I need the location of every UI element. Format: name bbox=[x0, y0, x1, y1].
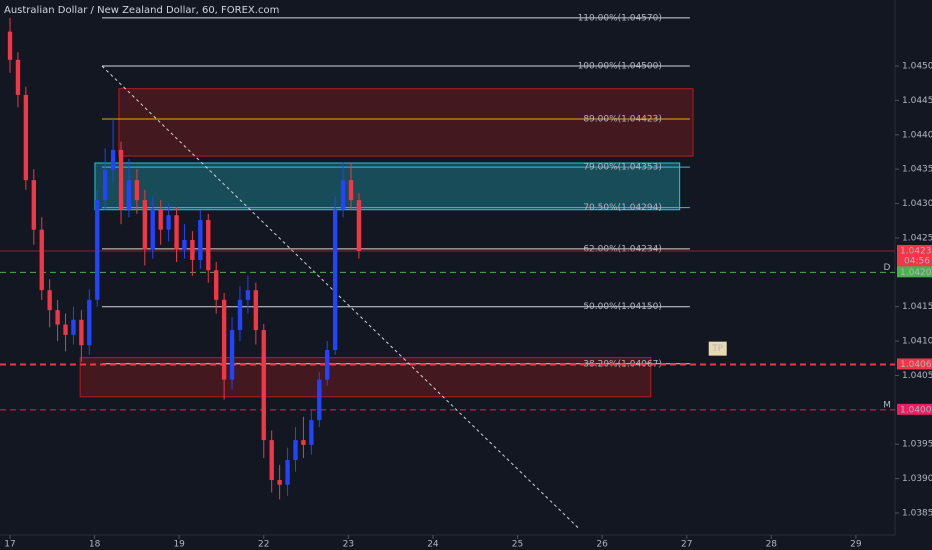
candle-body bbox=[325, 350, 330, 380]
fib-label: 100.00%(1.04500) bbox=[578, 62, 662, 72]
y-tick-label: 1.04400 bbox=[902, 130, 932, 140]
price-line-tag: D bbox=[884, 263, 891, 273]
candle-body bbox=[214, 270, 219, 300]
x-tick-label: 26 bbox=[596, 540, 608, 550]
candle-body bbox=[110, 149, 116, 170]
candle-body bbox=[87, 299, 92, 346]
candle-body bbox=[63, 324, 68, 335]
y-tick-label: 1.04100 bbox=[902, 337, 932, 347]
fib-label: 62.00%(1.04234) bbox=[583, 244, 662, 254]
candle-body bbox=[31, 180, 36, 230]
y-tick-label: 1.04050 bbox=[902, 371, 932, 381]
y-tick-label: 1.04250 bbox=[902, 233, 932, 243]
candle-body bbox=[15, 59, 21, 95]
candle-body bbox=[95, 200, 100, 300]
x-tick-label: 17 bbox=[4, 540, 15, 550]
candle-body bbox=[55, 310, 60, 325]
candle-body bbox=[237, 299, 243, 331]
price-label-box bbox=[897, 244, 932, 267]
candle-body bbox=[317, 379, 322, 421]
candle-body bbox=[198, 220, 203, 260]
candle-body bbox=[7, 31, 13, 60]
price-label: 1.04066 bbox=[900, 360, 932, 370]
candle-body bbox=[47, 290, 52, 311]
x-tick-label: 28 bbox=[766, 540, 778, 550]
x-tick-label: 23 bbox=[343, 540, 354, 550]
candle-body bbox=[356, 200, 362, 251]
fib-label: 89.00%(1.04423) bbox=[583, 114, 662, 124]
candle-body bbox=[261, 330, 266, 441]
candle-body bbox=[277, 479, 282, 485]
price-countdown: 04:56 bbox=[904, 256, 930, 266]
x-tick-label: 29 bbox=[850, 540, 862, 550]
y-tick-label: 1.03900 bbox=[902, 474, 932, 484]
candle-body bbox=[126, 180, 132, 210]
candle-body bbox=[158, 209, 163, 230]
candle-body bbox=[166, 215, 171, 230]
candle-body bbox=[190, 239, 195, 260]
annotation-box bbox=[708, 341, 727, 356]
price-label: 1.04000 bbox=[900, 405, 932, 415]
candle-body bbox=[102, 169, 108, 201]
candle-body bbox=[309, 420, 314, 445]
candle-body bbox=[39, 229, 44, 291]
candle-body bbox=[206, 220, 211, 271]
candle-body bbox=[253, 290, 259, 331]
y-tick-label: 1.04300 bbox=[902, 199, 932, 209]
candle-body bbox=[229, 330, 235, 380]
chart-title: Australian Dollar / New Zealand Dollar, … bbox=[4, 5, 279, 16]
y-tick-label: 1.04450 bbox=[902, 96, 932, 106]
candle-body bbox=[142, 200, 148, 250]
y-tick-label: 1.04150 bbox=[902, 302, 932, 312]
x-tick-label: 24 bbox=[427, 540, 439, 550]
price-label-box bbox=[897, 358, 932, 370]
candle-body bbox=[340, 180, 346, 210]
zone bbox=[118, 88, 694, 157]
candle-body bbox=[245, 290, 251, 300]
candle-body bbox=[285, 460, 290, 485]
fib-label: 110.00%(1.04570) bbox=[578, 13, 662, 23]
fib-label: 79.00%(1.04353) bbox=[583, 163, 662, 173]
trendline bbox=[101, 65, 581, 530]
candle-body bbox=[301, 440, 306, 445]
price-label-box bbox=[897, 266, 932, 278]
price-label: 1.04231 bbox=[900, 246, 932, 256]
candle-body bbox=[71, 319, 76, 335]
candle-body bbox=[79, 319, 84, 346]
candle-body bbox=[269, 440, 274, 480]
y-tick-label: 1.04500 bbox=[902, 62, 932, 72]
fib-label: 70.50%(1.04294) bbox=[583, 203, 662, 213]
x-tick-label: 18 bbox=[89, 540, 101, 550]
candle-body bbox=[134, 180, 140, 201]
candle-body bbox=[150, 209, 155, 250]
price-line-tag: M bbox=[883, 400, 891, 410]
annotation: TP bbox=[711, 344, 723, 354]
candle-body bbox=[23, 94, 29, 181]
price-label: 1.04200 bbox=[900, 268, 932, 278]
candle-body bbox=[118, 149, 124, 210]
candle-body bbox=[221, 299, 227, 380]
candle-body bbox=[332, 209, 338, 351]
y-tick-label: 1.04350 bbox=[902, 165, 932, 175]
x-tick-label: 19 bbox=[173, 540, 185, 550]
candle-body bbox=[348, 180, 354, 201]
y-tick-label: 1.03950 bbox=[902, 440, 932, 450]
x-tick-label: 22 bbox=[258, 540, 269, 550]
zone bbox=[94, 162, 681, 211]
fib-label: 50.00%(1.04150) bbox=[583, 302, 662, 312]
x-tick-label: 25 bbox=[512, 540, 523, 550]
price-label-box bbox=[897, 403, 932, 415]
candle-body bbox=[182, 239, 187, 250]
y-tick-label: 1.03850 bbox=[902, 508, 932, 518]
x-tick-label: 27 bbox=[681, 540, 692, 550]
candle-body bbox=[293, 440, 298, 461]
candle-body bbox=[174, 215, 179, 250]
